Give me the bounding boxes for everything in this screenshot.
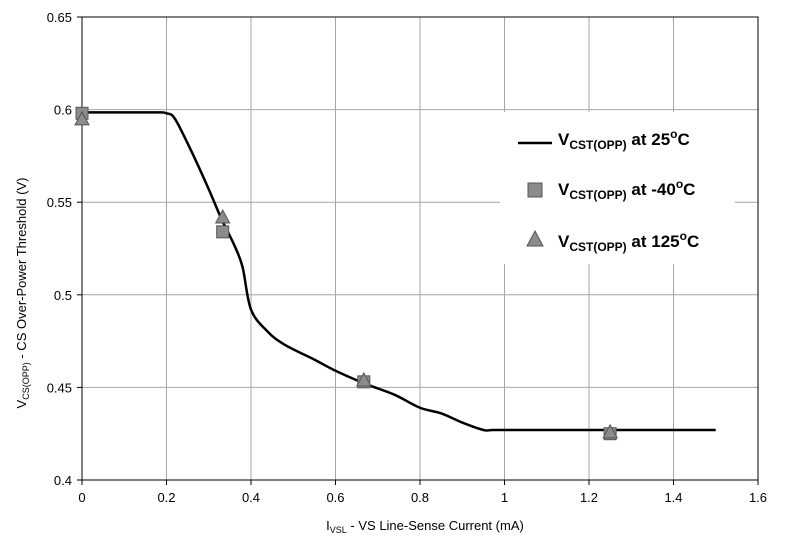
y-tick-label: 0.65 [47, 10, 72, 25]
x-tick-label: 0 [78, 490, 85, 505]
x-axis-title-main: I [326, 518, 330, 533]
y-axis-title-sub: CS(OPP) [21, 362, 31, 400]
x-tick-label: 1.6 [749, 490, 767, 505]
x-tick-label: 1.4 [664, 490, 682, 505]
y-axis-title-rest: - CS Over-Power Threshold (V) [14, 178, 29, 363]
y-tick-label: 0.55 [47, 195, 72, 210]
legend-triangle-swatch [526, 229, 544, 247]
y-axis-title-main: V [14, 399, 29, 408]
legend: VCST(OPP) at 25oC VCST(OPP) at -40oC VCS… [500, 112, 735, 264]
x-axis-title-rest: - VS Line-Sense Current (mA) [347, 518, 524, 533]
x-tick-label: 0.6 [326, 490, 344, 505]
x-axis-title: IVSL - VS Line-Sense Current (mA) [326, 518, 524, 535]
legend-item-minus40c: VCST(OPP) at -40oC [527, 177, 695, 202]
x-axis: 0 0.2 0.4 0.6 0.8 1 1.2 1.4 1.6 [78, 480, 767, 505]
marker-125c [602, 423, 618, 439]
x-tick-label: 0.4 [242, 490, 260, 505]
y-tick-label: 0.4 [54, 473, 72, 488]
marker-125c [74, 110, 90, 126]
legend-item-125c: VCST(OPP) at 125oC [526, 229, 699, 254]
x-tick-label: 0.8 [411, 490, 429, 505]
marker-125c [214, 208, 231, 224]
legend-item-25c: VCST(OPP) at 25oC [518, 127, 690, 152]
x-tick-label: 1 [501, 490, 508, 505]
x-tick-label: 0.2 [157, 490, 175, 505]
marker-125c [355, 371, 372, 387]
y-axis: 0.4 0.45 0.5 0.55 0.6 0.65 [47, 10, 82, 488]
legend-label-125c: VCST(OPP) at 125oC [558, 229, 699, 254]
legend-label-25c: VCST(OPP) at 25oC [558, 127, 690, 152]
x-tick-label: 1.2 [580, 490, 598, 505]
y-axis-title: VCS(OPP) - CS Over-Power Threshold (V) [14, 178, 31, 409]
series-layer [74, 106, 716, 441]
marker-minus40c [216, 225, 230, 239]
y-tick-label: 0.5 [54, 288, 72, 303]
legend-square-swatch [527, 182, 543, 198]
series-line-25c [82, 111, 716, 432]
legend-label-minus40c: VCST(OPP) at -40oC [558, 177, 695, 202]
y-tick-label: 0.6 [54, 103, 72, 118]
y-tick-label: 0.45 [47, 380, 72, 395]
x-axis-title-sub: VSL [330, 525, 347, 535]
